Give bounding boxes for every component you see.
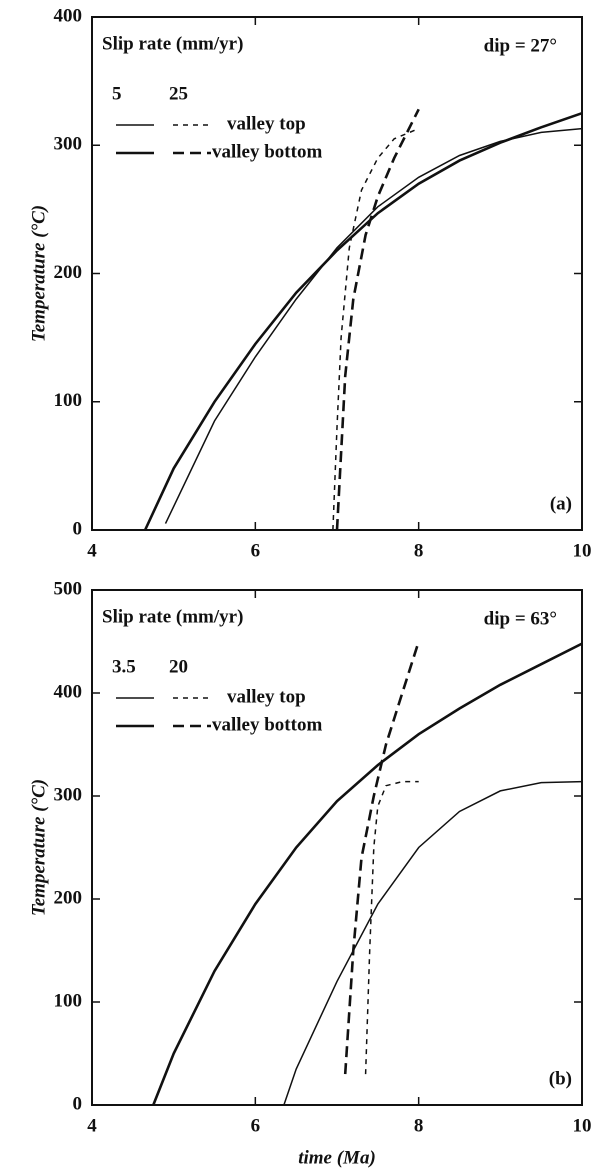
legend-row-label: valley top: [227, 113, 306, 134]
x-tick-label: 10: [573, 1115, 592, 1136]
x-tick-label: 8: [414, 540, 424, 561]
y-tick-label: 400: [54, 681, 83, 702]
line-series: [343, 641, 420, 1075]
plot-frame: [91, 16, 583, 531]
line-series: [164, 127, 583, 524]
x-tick-label: 8: [414, 1115, 424, 1136]
x-axis-label: time (Ma): [298, 1147, 376, 1168]
y-axis-label: Temperature (°C): [28, 779, 49, 916]
legend-column: 3.5: [112, 656, 136, 677]
legend-column: 25: [169, 83, 188, 104]
x-tick-label: 6: [251, 540, 261, 561]
legend-row-label: valley top: [227, 686, 306, 707]
y-tick-label: 100: [54, 390, 83, 411]
legend-row-label: valley bottom: [212, 714, 322, 735]
panel-label: (b): [549, 1068, 572, 1089]
legend-column: 20: [169, 656, 188, 677]
y-tick-label: 400: [54, 5, 83, 26]
y-tick-label: 300: [54, 784, 83, 805]
plot-frame: [91, 589, 583, 1106]
line-series: [335, 108, 420, 531]
line-series: [364, 780, 419, 1075]
y-axis-label: Temperature (°C): [28, 205, 49, 342]
legend-column: 5: [112, 83, 122, 104]
x-tick-label: 4: [87, 1115, 97, 1136]
legend-title: Slip rate (mm/yr): [102, 33, 243, 54]
panel-label: (a): [550, 493, 572, 514]
y-tick-label: 0: [73, 518, 83, 539]
y-tick-label: 200: [54, 887, 83, 908]
line-series: [332, 127, 419, 531]
line-series: [152, 642, 583, 1106]
x-tick-label: 6: [251, 1115, 261, 1136]
y-tick-label: 0: [73, 1093, 83, 1114]
y-tick-label: 100: [54, 990, 83, 1011]
legend-title: Slip rate (mm/yr): [102, 606, 243, 627]
legend-row-label: valley bottom: [212, 141, 322, 162]
x-tick-label: 10: [573, 540, 592, 561]
y-tick-label: 200: [54, 262, 83, 283]
x-tick-label: 4: [87, 540, 97, 561]
line-series: [143, 111, 583, 531]
y-tick-label: 300: [54, 134, 83, 155]
line-series: [283, 780, 583, 1106]
annotation: dip = 27°: [484, 35, 557, 56]
y-tick-label: 500: [54, 578, 83, 599]
annotation: dip = 63°: [484, 608, 557, 629]
